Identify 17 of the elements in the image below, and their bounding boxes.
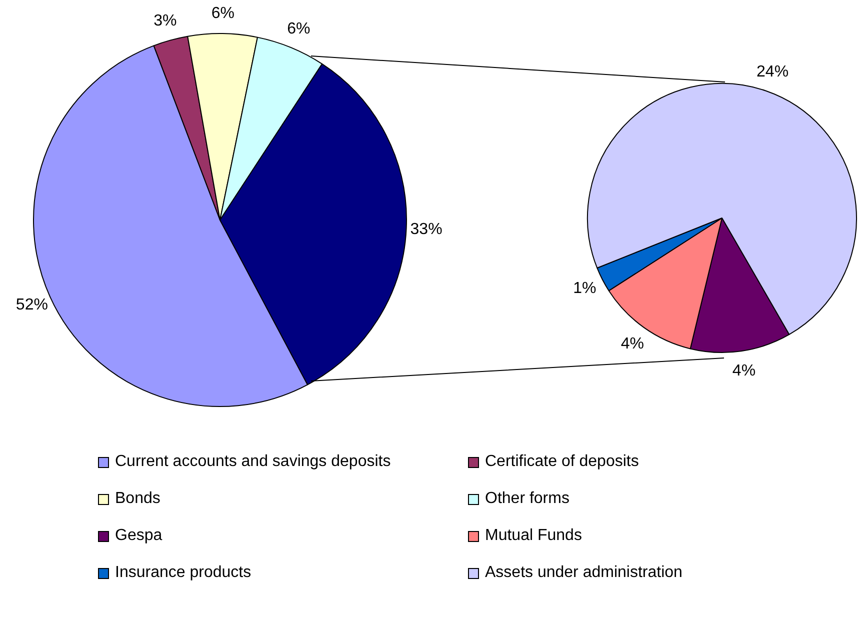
data-label: 6% <box>287 20 310 38</box>
legend-label: Certificate of deposits <box>485 453 639 471</box>
legend-label: Assets under administration <box>485 564 682 582</box>
legend-label: Gespa <box>115 527 162 545</box>
legend-label: Other forms <box>485 490 570 508</box>
data-label: 52% <box>16 296 48 314</box>
legend-label: Current accounts and savings deposits <box>115 453 391 471</box>
data-label: 33% <box>410 220 442 238</box>
data-label: 1% <box>573 280 596 298</box>
legend-label: Mutual Funds <box>485 527 582 545</box>
legend-label: Insurance products <box>115 564 252 582</box>
legend-label: Bonds <box>115 490 160 508</box>
data-label: 24% <box>756 63 789 80</box>
data-label: 4% <box>732 362 756 380</box>
data-label: 6% <box>211 4 234 22</box>
data-label: 4% <box>620 335 644 352</box>
data-label: 3% <box>154 12 177 30</box>
